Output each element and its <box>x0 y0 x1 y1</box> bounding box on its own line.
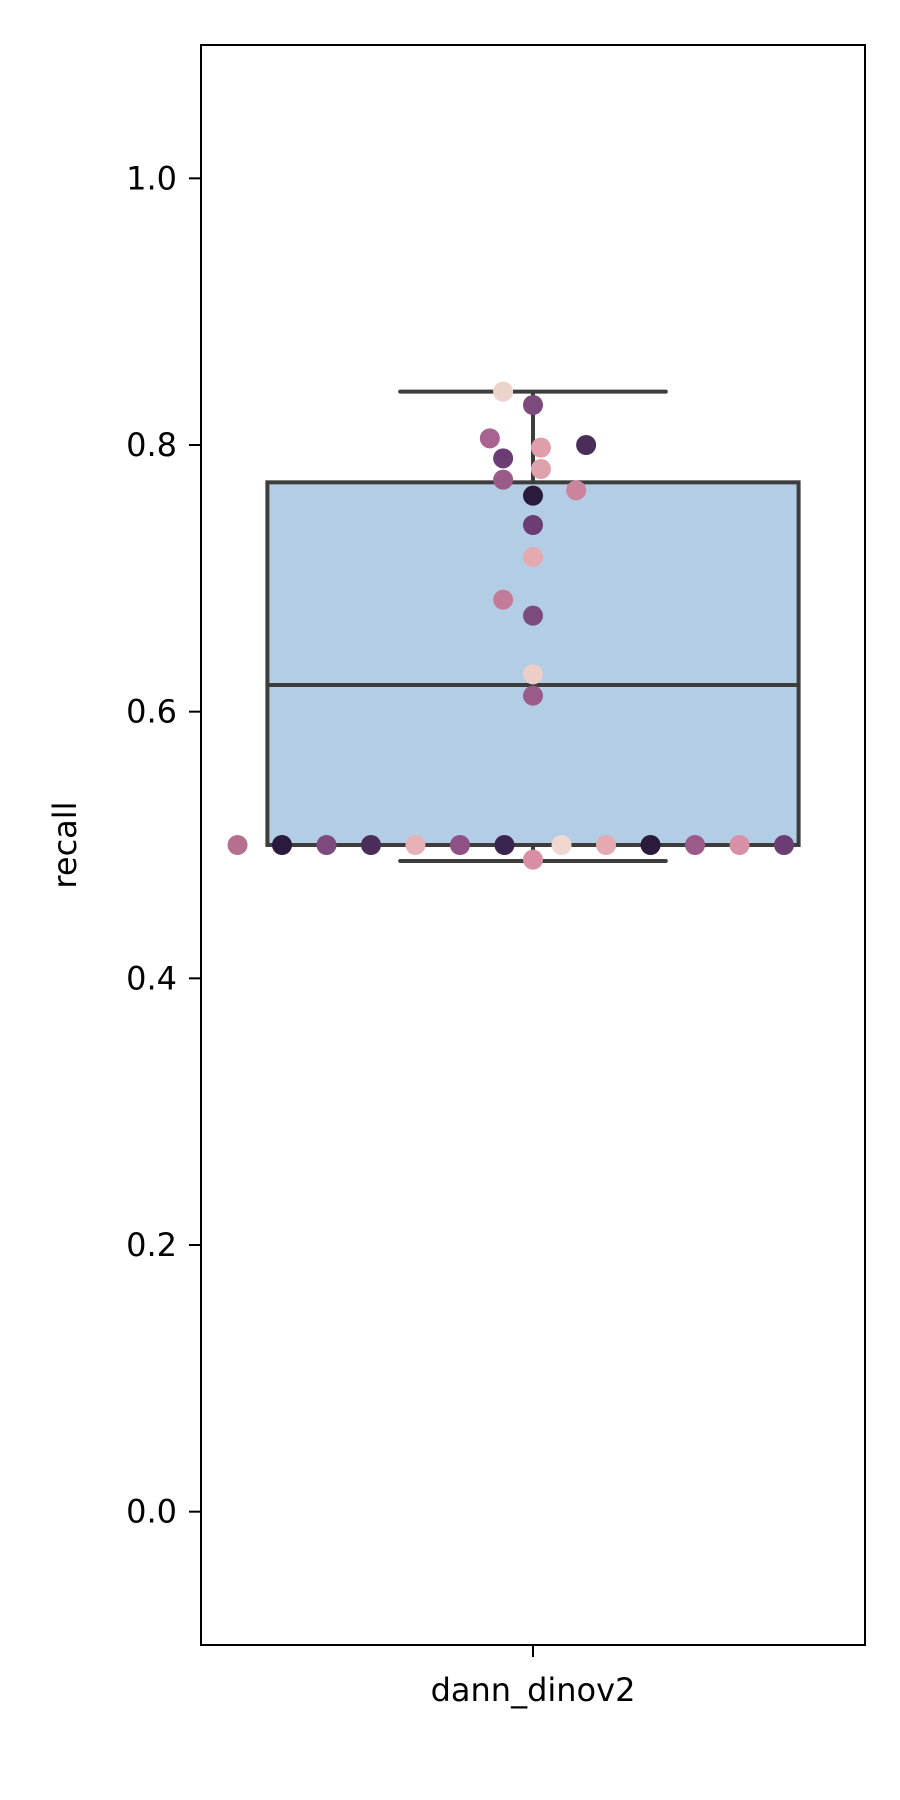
y-tick-label: 0.0 <box>126 1493 177 1531</box>
data-point <box>523 485 543 506</box>
data-point <box>523 849 543 870</box>
data-point <box>523 395 543 415</box>
data-point <box>449 835 470 855</box>
data-point <box>272 835 293 855</box>
y-axis: 0.0 0.2 0.4 0.6 0.8 1.0 <box>126 159 201 1531</box>
x-axis: dann_dinov2 <box>431 1645 636 1709</box>
data-point <box>729 835 750 855</box>
data-point <box>494 835 515 855</box>
data-point <box>523 685 543 706</box>
data-point <box>523 605 543 626</box>
data-point <box>566 480 587 501</box>
box-plot <box>265 389 801 863</box>
data-point <box>523 515 543 535</box>
y-tick-label: 0.6 <box>126 693 177 731</box>
data-point <box>523 547 543 567</box>
x-tick-label: dann_dinov2 <box>431 1671 636 1709</box>
data-point <box>493 448 514 469</box>
data-point <box>523 664 543 685</box>
data-point <box>405 835 426 855</box>
data-point <box>685 835 706 855</box>
y-axis-label: recall <box>46 801 84 888</box>
data-point <box>227 835 248 855</box>
y-tick-label: 0.4 <box>126 959 177 997</box>
y-tick-label: 1.0 <box>126 159 177 197</box>
y-tick-label: 0.8 <box>126 426 177 464</box>
data-point <box>530 437 551 458</box>
data-point <box>479 428 500 449</box>
data-point <box>316 835 337 855</box>
data-point <box>640 835 661 855</box>
data-point <box>360 835 381 855</box>
data-point <box>596 835 617 855</box>
data-point <box>773 835 794 855</box>
data-point <box>493 381 514 402</box>
swarm-points <box>227 381 794 870</box>
data-point <box>576 435 597 455</box>
data-point <box>493 589 514 610</box>
data-point <box>493 469 514 490</box>
box-iqr <box>265 480 801 847</box>
data-point <box>530 459 551 479</box>
data-point <box>551 835 572 855</box>
y-tick-label: 0.2 <box>126 1226 177 1264</box>
